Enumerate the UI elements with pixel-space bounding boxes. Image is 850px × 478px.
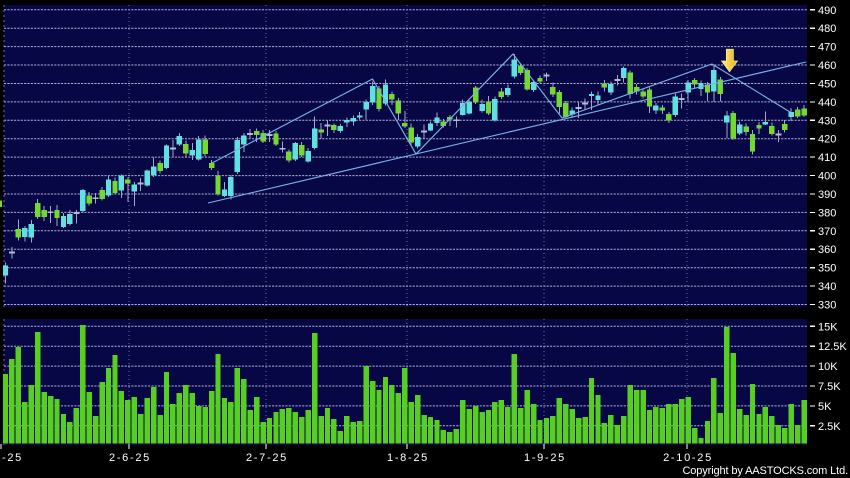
- svg-text:2.5K: 2.5K: [818, 421, 841, 433]
- svg-text:2-5-25: 2-5-25: [0, 452, 23, 464]
- svg-text:Copyright by AASTOCKS.com Ltd.: Copyright by AASTOCKS.com Ltd.: [682, 465, 848, 477]
- svg-text:1-9-25: 1-9-25: [524, 452, 566, 464]
- svg-text:12.5K: 12.5K: [818, 341, 847, 353]
- svg-text:330: 330: [818, 300, 836, 312]
- svg-text:450: 450: [818, 79, 836, 91]
- svg-text:10K: 10K: [818, 361, 838, 373]
- svg-text:15K: 15K: [818, 321, 838, 333]
- svg-text:430: 430: [818, 115, 836, 127]
- svg-text:420: 420: [818, 134, 836, 146]
- svg-text:340: 340: [818, 281, 836, 293]
- svg-text:370: 370: [818, 226, 836, 238]
- svg-text:2-6-25: 2-6-25: [109, 452, 151, 464]
- svg-text:410: 410: [818, 152, 836, 164]
- svg-text:490: 490: [818, 5, 836, 17]
- svg-text:390: 390: [818, 189, 836, 201]
- svg-text:480: 480: [818, 23, 836, 35]
- svg-text:380: 380: [818, 207, 836, 219]
- svg-text:350: 350: [818, 263, 836, 275]
- svg-text:470: 470: [818, 42, 836, 54]
- svg-text:2-7-25: 2-7-25: [246, 452, 288, 464]
- svg-text:5K: 5K: [818, 401, 832, 413]
- svg-text:2-10-25: 2-10-25: [663, 452, 713, 464]
- svg-text:440: 440: [818, 97, 836, 109]
- svg-text:1-8-25: 1-8-25: [387, 452, 429, 464]
- svg-text:460: 460: [818, 60, 836, 72]
- svg-text:360: 360: [818, 244, 836, 256]
- svg-text:7.5K: 7.5K: [818, 381, 841, 393]
- svg-text:400: 400: [818, 171, 836, 183]
